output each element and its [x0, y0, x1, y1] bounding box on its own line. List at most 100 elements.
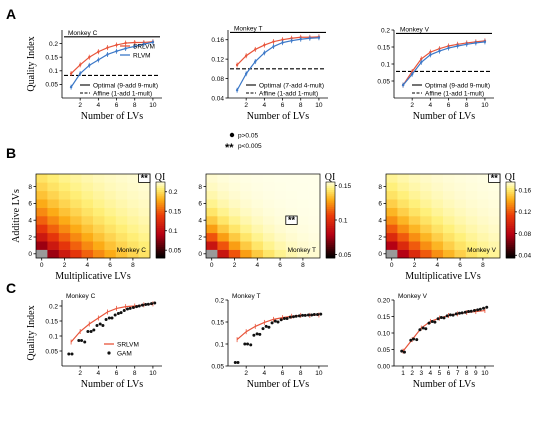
c1-gam-point: [131, 306, 135, 309]
chart-a1: 2 4 6 8 10 0.05 0.1 0.15 0.2 Number of LVs Quality…: [26, 30, 162, 122]
b2-best-cell: [285, 215, 298, 225]
a2-x-tick-label: 6: [281, 102, 285, 109]
c1-gam-point: [107, 316, 111, 320]
b3-colorbar-step: [506, 197, 515, 200]
b1-x-tick-label: 2: [63, 262, 67, 269]
c1-gam-point: [119, 311, 123, 315]
b1-cell: [93, 216, 105, 225]
b2-cell: [308, 182, 321, 192]
a3-point: [465, 43, 468, 46]
b3-cell: [420, 182, 432, 192]
b3-cell: [420, 232, 432, 242]
a3-point: [410, 70, 414, 73]
b3-best-cell: [488, 173, 501, 183]
b1-colorbar-frame: [155, 181, 166, 259]
c1-gam-point: [122, 309, 126, 312]
c1-gam-point: [80, 339, 84, 342]
b3-cell: [397, 199, 410, 208]
b1-cell: [47, 174, 60, 183]
b2-cell: [251, 174, 264, 183]
c2-gam-point: [261, 327, 265, 331]
c2-gam-point: [285, 316, 289, 320]
c2-gam-point: [249, 343, 253, 347]
b2-colorbar-step: [326, 248, 335, 251]
c3-y-tick-label: 0.15: [377, 314, 390, 321]
b1-cell: [81, 249, 94, 259]
c2-gam-point: [297, 314, 301, 318]
b3-cell: [431, 249, 444, 259]
c3-gam-point: [472, 309, 476, 313]
b3-colorbar-label: QI: [505, 172, 516, 183]
b1-cell: [47, 241, 60, 250]
b1-y-tick-label: 6: [28, 201, 32, 208]
b3-y-tick-label: 2: [378, 234, 382, 241]
b1-best-mark: **: [141, 173, 149, 183]
b3-cell: [465, 207, 478, 217]
b1-cell: [81, 199, 94, 208]
b2-cell: [251, 249, 264, 259]
b1-cell: [47, 182, 60, 192]
b3-cell: [420, 207, 432, 217]
b3-colorbar-step: [506, 235, 515, 238]
a2-y-tick-label: 0.12: [211, 56, 224, 63]
b1-colorbar-step: [156, 212, 165, 215]
panel-label-b: B: [6, 145, 16, 161]
b1-colorbar-step: [156, 223, 165, 227]
b1-colorbar-step: [156, 239, 165, 242]
b2-cell: [285, 182, 298, 192]
c1-gam-point: [113, 313, 117, 317]
b3-colorbar-step: [506, 183, 515, 187]
b2-cell: [285, 232, 298, 242]
b3-cell: [386, 232, 398, 242]
b2-cell: [217, 241, 230, 250]
a3-point: [410, 73, 414, 76]
a2-point: [244, 72, 248, 75]
b1-colorbar-step: [156, 233, 165, 236]
b1-cell: [36, 199, 48, 208]
a1-point: [97, 50, 100, 53]
c3-gam-point: [463, 310, 467, 314]
b1-cell: [93, 241, 105, 250]
chart-b3: ** 0 2 4 6 8 0 2 4 6 8 Monkey V Multiplicative LVs QI…: [378, 172, 531, 282]
a1-y-label: Quality Index: [26, 36, 37, 91]
a1-point: [124, 47, 127, 50]
c2-gam-point: [316, 313, 320, 317]
b1-cell: [58, 199, 71, 208]
a2-x-tick-label: 8: [299, 102, 303, 109]
c2-x-tick-label: 8: [299, 370, 303, 377]
b1-colorbar-step: [156, 206, 165, 209]
b3-colorbar-tick-label: 0.04: [519, 253, 532, 260]
b2-cell: [217, 224, 230, 234]
b1-cell: [70, 207, 82, 217]
c3-gam-point: [451, 313, 455, 317]
b1-cell: [104, 224, 117, 234]
b1-cell: [127, 224, 139, 234]
b3-colorbar-step: [506, 240, 515, 244]
chart-c1: 2 4 6 8 10 0.05 0.1 0.15 0.2 Number of LVs Quality…: [26, 293, 162, 390]
c3-title: Monkey V: [398, 293, 428, 300]
b2-cell: [263, 216, 275, 225]
a1-y-tick-label: 0.15: [45, 55, 58, 62]
b2-x-tick-label: 8: [301, 262, 305, 269]
b1-colorbar-step: [156, 210, 165, 213]
b3-cell: [465, 224, 478, 234]
b2-best-mark: **: [288, 215, 296, 225]
c3-x-tick-label: 3: [419, 370, 423, 377]
c1-x-tick-label: 2: [78, 370, 82, 377]
b2-cell: [285, 174, 298, 183]
b3-colorbar-step: [506, 244, 515, 247]
b1-colorbar-step: [156, 244, 165, 247]
b3-colorbar-step: [506, 239, 515, 242]
b2-cell: [206, 182, 218, 192]
b2-cell: [240, 190, 252, 200]
b3-cell: [420, 174, 432, 183]
b2-cell: [285, 241, 298, 250]
a3-point: [474, 41, 478, 45]
c2-gam-point: [282, 316, 286, 320]
b3-cell: [454, 199, 467, 208]
b1-cell: [47, 249, 60, 259]
b3-x-tick-label: 2: [413, 262, 417, 269]
b2-cell: [285, 207, 298, 217]
a3-x-tick-label: 2: [410, 102, 414, 109]
